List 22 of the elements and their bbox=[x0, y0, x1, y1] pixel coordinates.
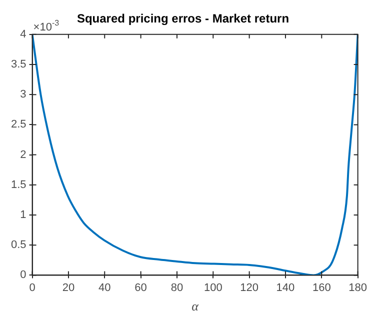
x-tick-label: 0 bbox=[29, 282, 36, 294]
x-tick-label: 160 bbox=[312, 282, 331, 294]
y-tick-label: 1 bbox=[20, 209, 26, 222]
chart-title: Squared pricing erros - Market return bbox=[76, 12, 290, 26]
x-tick-label: 20 bbox=[62, 282, 75, 294]
y-tick-label: 2 bbox=[20, 148, 26, 161]
x-tick-label: 180 bbox=[348, 282, 368, 294]
x-tick-label: 140 bbox=[276, 282, 295, 294]
x-tick-label: 40 bbox=[98, 282, 111, 294]
x-tick-label: 60 bbox=[134, 282, 147, 294]
line-series bbox=[32, 34, 358, 276]
x-tick-label: 80 bbox=[170, 282, 184, 294]
y-tick-label: 2.5 bbox=[10, 118, 26, 131]
x-axis-title: α bbox=[192, 298, 200, 314]
y-tick-label: 3 bbox=[20, 88, 26, 101]
y-tick-label: 1.5 bbox=[10, 178, 26, 191]
y-tick-label: 3.5 bbox=[10, 58, 26, 71]
y-tick-label: 4 bbox=[20, 28, 26, 40]
y-tick-label: 0.5 bbox=[10, 239, 26, 252]
y-tick-label: 0 bbox=[20, 269, 26, 282]
x-tick-label: 120 bbox=[240, 282, 258, 294]
x-tick-label: 100 bbox=[204, 282, 222, 294]
